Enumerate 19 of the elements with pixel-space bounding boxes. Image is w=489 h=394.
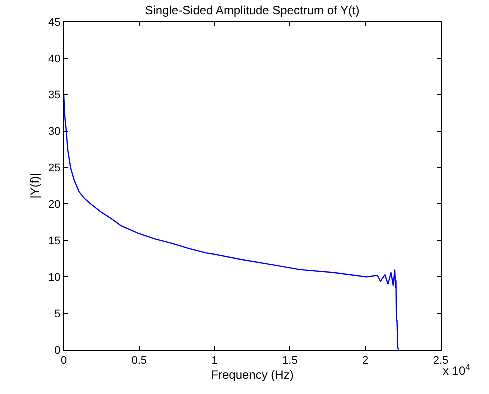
y-tick-label: 25 (48, 162, 61, 175)
y-tick-label: 35 (48, 90, 61, 102)
y-tick-label: 5 (54, 308, 61, 320)
line-series (64, 94, 400, 350)
y-tick-label: 45 (48, 16, 61, 29)
y-tick-label: 10 (48, 272, 61, 284)
chart-title: Single-Sided Amplitude Spectrum of Y(t) (145, 3, 360, 18)
y-tick-label: 20 (48, 199, 61, 212)
x-tick-label: 2 (362, 355, 369, 368)
x-axis-title: Frequency (Hz) (211, 368, 294, 382)
y-axis-title: |Y(f)| (28, 173, 42, 199)
x-tick-label: 2.5 (433, 355, 449, 368)
y-tick-label: 15 (48, 236, 61, 248)
y-tick-label: 40 (48, 53, 61, 66)
y-tick-label: 0 (54, 344, 61, 357)
x-tick-label: 0.5 (132, 355, 148, 368)
y-tick-label: 30 (48, 126, 61, 138)
x-tick-label: 1.5 (282, 355, 298, 368)
x-tick-label: 1 (212, 355, 218, 368)
